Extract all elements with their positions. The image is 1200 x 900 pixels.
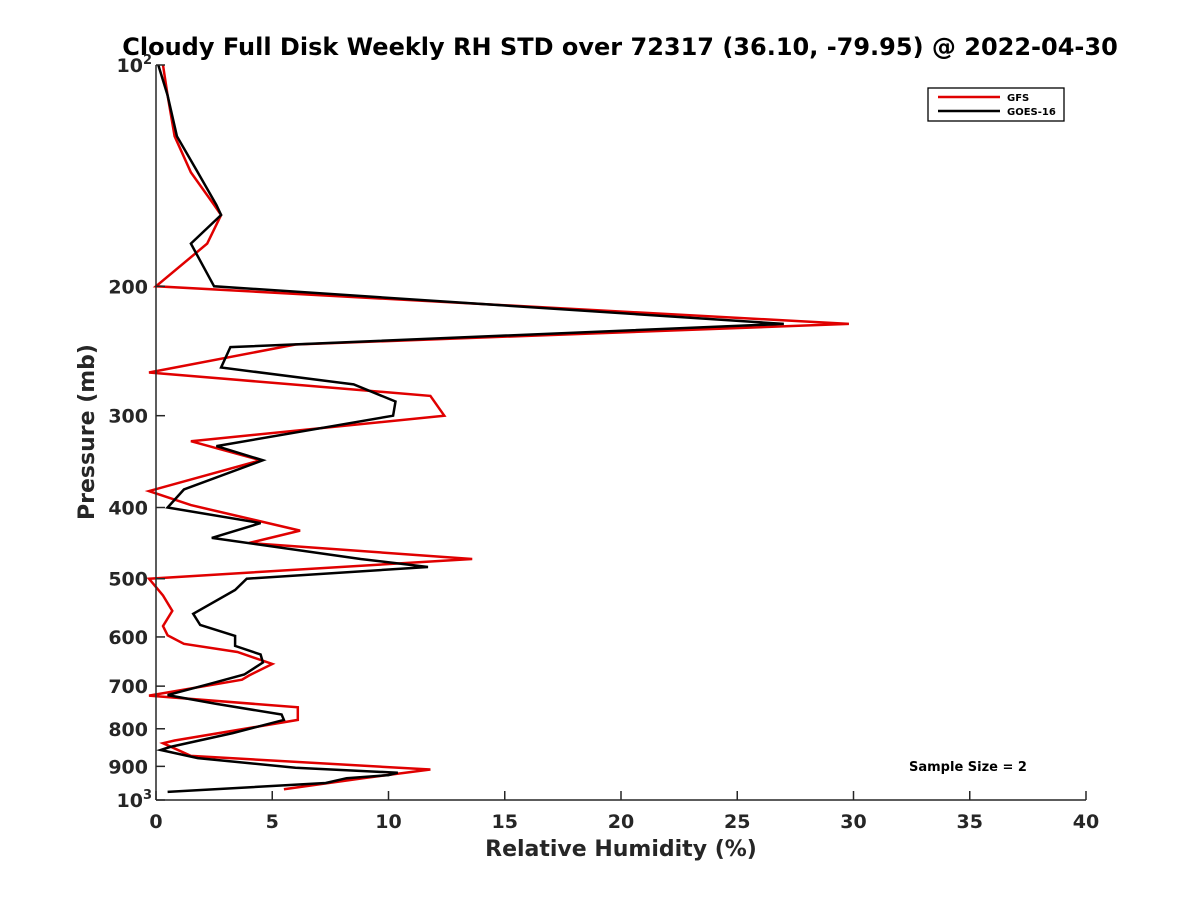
x-tick-label: 25 [724,811,750,833]
x-tick-label: 35 [957,811,983,833]
x-ticks: 0 5 10 15 20 25 30 35 40 [149,791,1099,833]
legend-label-goes16: GOES-16 [1007,107,1056,118]
y-tick-label: 200 [108,276,148,298]
x-tick-label: 0 [149,811,162,833]
y-tick-label: 900 [108,756,148,778]
y-tick-label: 500 [108,569,148,591]
y-axis-label: Pressure (mb) [75,344,100,520]
x-tick-label: 40 [1073,811,1099,833]
x-tick-label: 30 [840,811,866,833]
y-tick-label: 600 [108,627,148,649]
y-ticks: 102 200 300 400 500 600 700 800 900 103 [108,53,165,812]
x-axis-label: Relative Humidity (%) [485,837,757,862]
y-tick-label: 103 [117,788,153,812]
y-tick-label: 300 [108,406,148,428]
series-line-gfs [144,64,849,791]
y-tick-label: 700 [108,676,148,698]
x-tick-label: 15 [492,811,518,833]
x-tick-label: 20 [608,811,634,833]
series-line-goes16 [155,64,784,794]
y-tick-label: 800 [108,719,148,741]
x-tick-label: 10 [375,811,401,833]
chart-title: Cloudy Full Disk Weekly RH STD over 7231… [122,33,1118,61]
legend-box [927,87,1065,122]
y-tick-label: 102 [117,53,153,77]
sample-size-annotation: Sample Size = 2 [909,760,1027,775]
y-tick-label: 400 [108,498,148,520]
legend: GFS GOES-16 [927,87,1065,122]
x-tick-label: 5 [266,811,279,833]
plot-lines [144,64,849,794]
legend-label-gfs: GFS [1007,93,1029,104]
